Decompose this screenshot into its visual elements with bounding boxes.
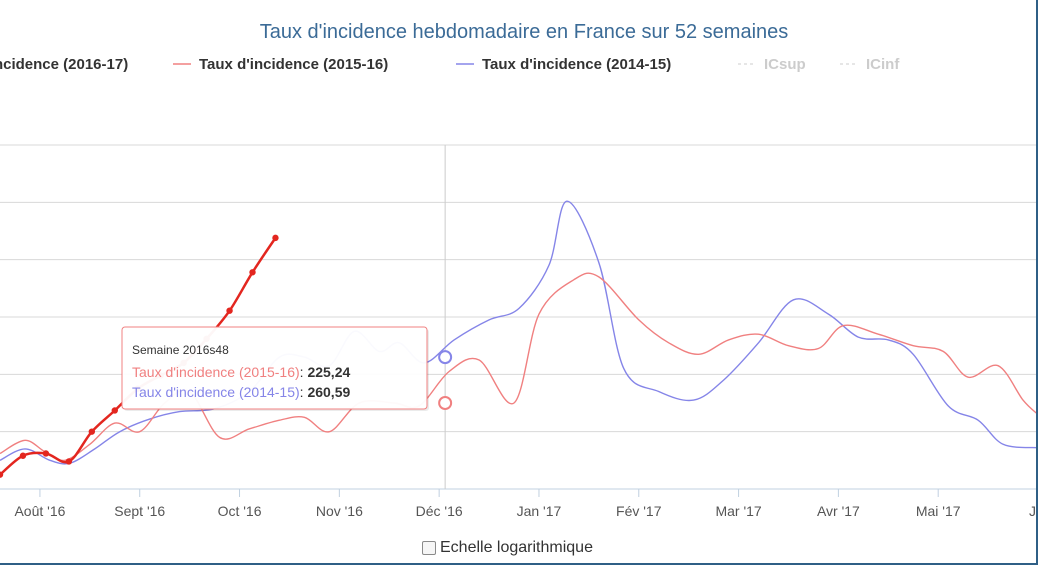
legend-label: ICsup (764, 56, 806, 73)
legend-item[interactable]: Taux d'incidence (2014-15) (456, 56, 671, 73)
legend-item[interactable]: Taux d'incidence (2016-17) (0, 56, 128, 73)
legend-label: Taux d'incidence (2014-15) (482, 56, 671, 73)
x-tick-label: Oct '16 (218, 503, 262, 519)
tooltip-row: Taux d'incidence (2015-16): 225,24 (132, 364, 350, 380)
x-tick-label: Mai '17 (916, 503, 961, 519)
x-tick-label: Mar '17 (715, 503, 761, 519)
series-point (272, 234, 279, 242)
legend-item[interactable]: ICsup (738, 56, 806, 73)
series-point (226, 307, 233, 314)
series-point (0, 471, 4, 478)
tooltip-value: 260,59 (307, 384, 350, 400)
series-point (249, 269, 256, 276)
x-tick-label: Nov '16 (316, 503, 363, 519)
series-line-1 (0, 272, 1038, 462)
x-tick-label: Jan '17 (517, 503, 562, 519)
tooltip-separator: : (300, 364, 308, 380)
chart-title: Taux d'incidence hebdomadaire en France … (260, 21, 789, 43)
x-tick-label: Déc '16 (416, 503, 463, 519)
tooltip-header: Semaine 2016s48 (132, 343, 229, 357)
legend-item[interactable]: ICinf (840, 56, 900, 73)
x-tick-label: Avr '17 (817, 503, 860, 519)
tooltip-value: 225,24 (307, 364, 350, 380)
tooltip-series-label: Taux d'incidence (2015-16) (132, 364, 300, 380)
log-scale-checkbox[interactable] (422, 541, 436, 555)
log-scale-label: Echelle logarithmique (440, 539, 593, 556)
legend-label: ICinf (866, 56, 900, 73)
x-tick-label: Août '16 (14, 503, 65, 519)
legend: Taux d'incidence (2016-17) Taux d'inciden… (0, 56, 900, 73)
tooltip-separator: : (300, 384, 308, 400)
legend-item[interactable]: Taux d'incidence (2015-16) (173, 56, 388, 73)
bottom-border (0, 563, 1038, 565)
x-tick-label: Fév '17 (616, 503, 662, 519)
series-point (65, 458, 73, 465)
tooltip-row: Taux d'incidence (2014-15): 260,59 (132, 384, 350, 400)
legend-label: Taux d'incidence (2016-17) (0, 56, 128, 73)
right-border (1036, 0, 1038, 565)
hover-marker (438, 396, 453, 410)
grid-lines (0, 144, 1038, 490)
tooltip: Semaine 2016s48 Taux d'incidence (2015-16… (121, 326, 453, 411)
tooltip-series-label: Taux d'incidence (2014-15) (132, 384, 300, 400)
x-tick-label: Jui (1029, 503, 1038, 519)
series-point (111, 407, 118, 414)
legend-label: Taux d'incidence (2015-16) (199, 56, 388, 73)
x-axis: Août '16 Sept '16 Oct '16 Nov '16 Déc '16 Jan… (14, 489, 1038, 519)
hover-marker (438, 350, 453, 365)
series-line-2 (0, 200, 1038, 465)
x-tick-label: Sept '16 (114, 503, 165, 519)
log-scale-toggle[interactable]: Echelle logarithmique (422, 539, 593, 557)
series-point (88, 428, 96, 435)
tooltip-box (121, 326, 428, 410)
series-point (19, 452, 27, 459)
series-point (42, 450, 50, 457)
